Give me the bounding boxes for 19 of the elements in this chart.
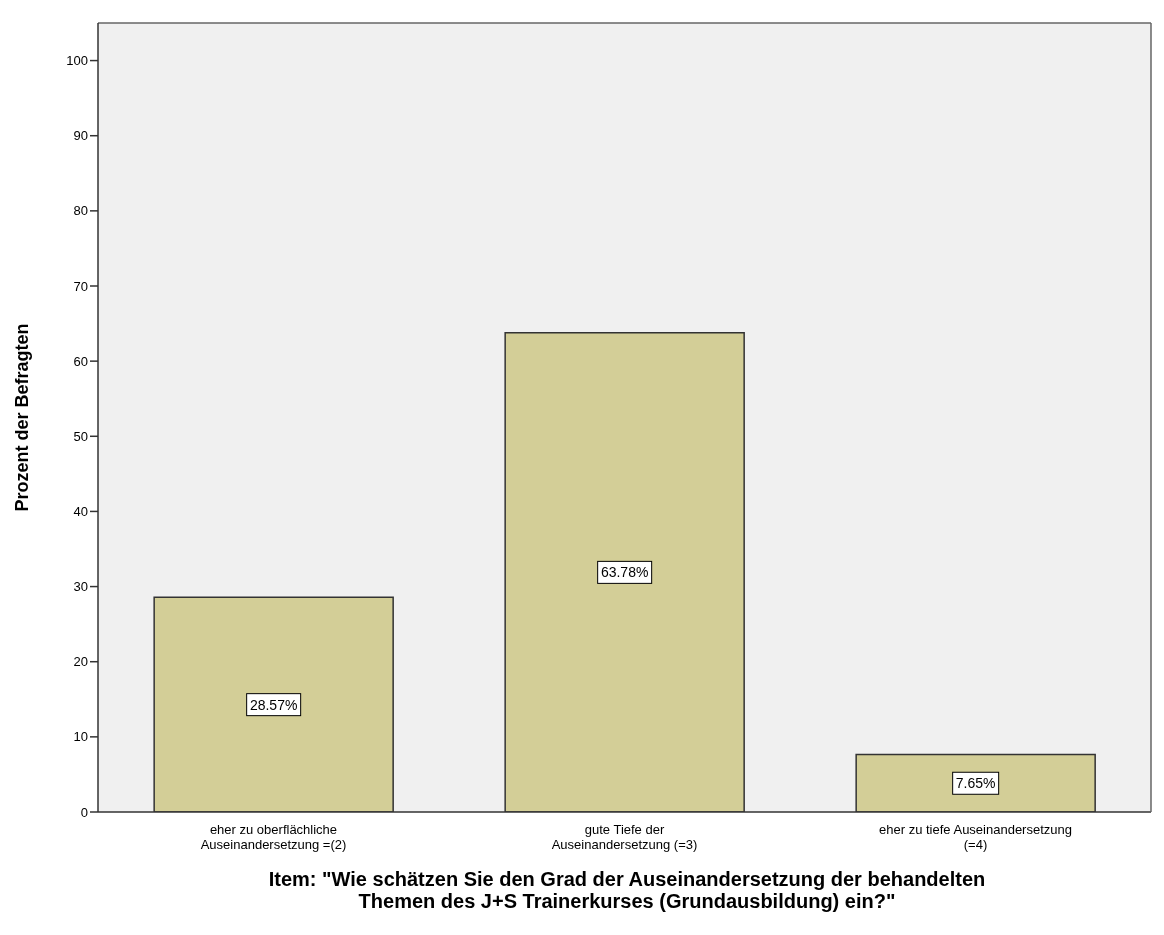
data-label: 7.65% <box>955 775 996 792</box>
x-tick-label: gute Tiefe der Auseinandersetzung (=3) <box>551 822 698 852</box>
y-tick-label: 40 <box>73 504 88 520</box>
y-tick-label: 50 <box>73 428 88 444</box>
y-tick-label: 80 <box>73 203 88 219</box>
y-tick-label: 70 <box>73 278 88 294</box>
y-tick-label: 90 <box>73 128 88 144</box>
y-tick-label: 10 <box>73 729 88 745</box>
data-label: 28.57% <box>249 696 298 713</box>
x-axis-title: Item: "Wie schätzen Sie den Grad der Auseinandersetzung der behandelten Themen des J+S Trainerkurses (Grundausbildung) ein?" <box>267 868 987 912</box>
x-tick-label: eher zu tiefe Auseinandersetzung (=4) <box>879 822 1072 852</box>
y-tick-label: 30 <box>73 579 88 595</box>
y-tick-label: 20 <box>73 654 88 670</box>
data-label: 63.78% <box>600 564 649 581</box>
y-tick-label: 0 <box>80 804 88 820</box>
y-tick-label: 60 <box>73 353 88 369</box>
y-axis-title: Prozent der Befragten <box>12 323 33 512</box>
y-tick-label: 100 <box>66 53 88 69</box>
x-tick-label: eher zu oberflächliche Auseinandersetzung =(2) <box>200 822 347 852</box>
